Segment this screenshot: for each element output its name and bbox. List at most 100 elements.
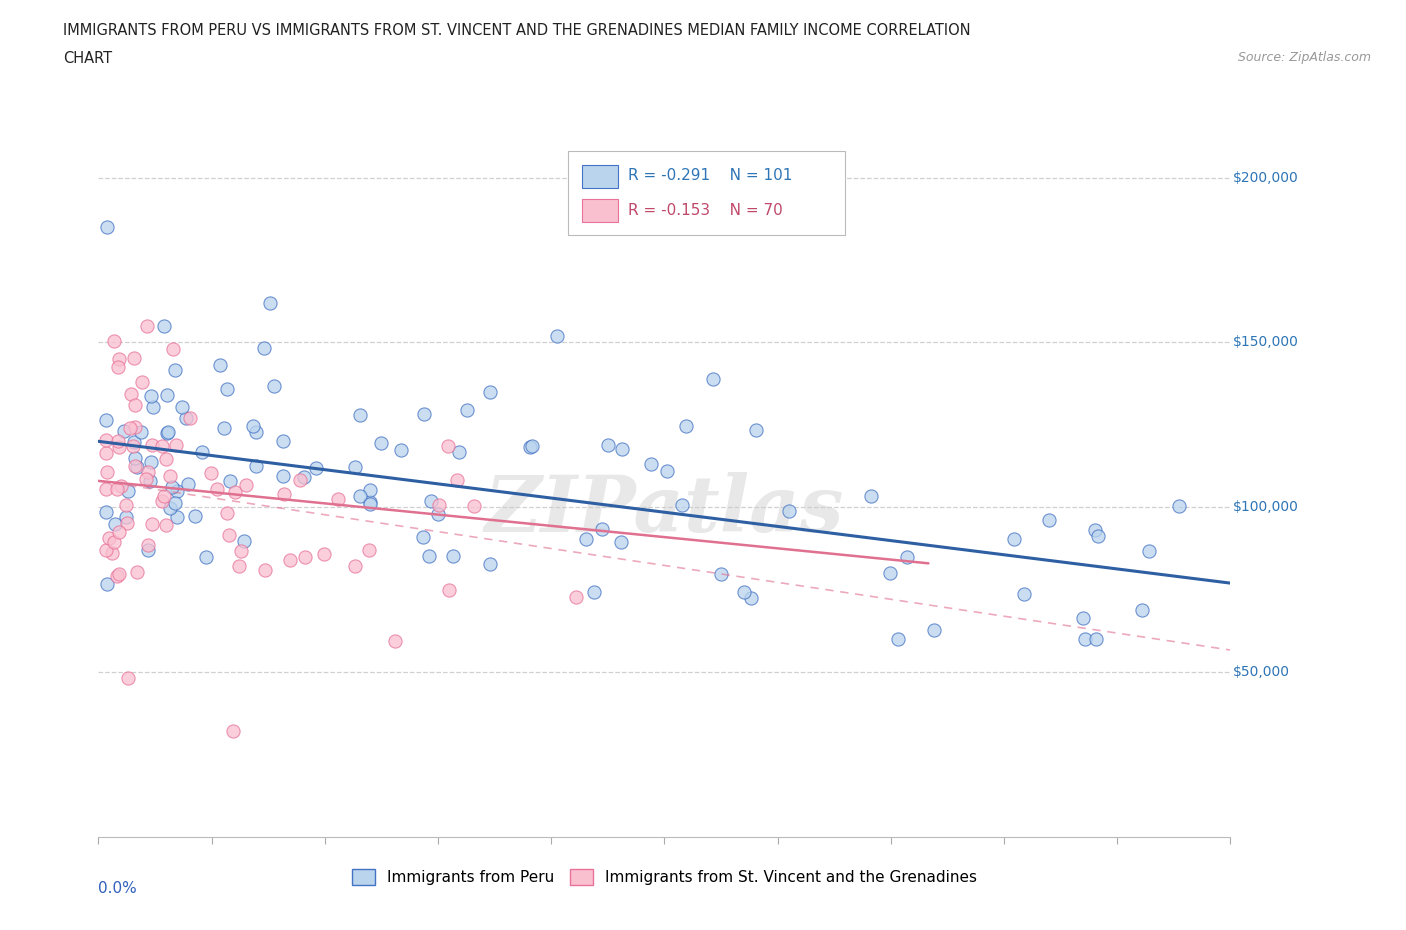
Point	[122, 438, 145, 453]
Point	[117, 484, 139, 498]
Text: 0.0%: 0.0%	[98, 881, 138, 896]
Point	[349, 408, 371, 423]
Point	[96, 577, 118, 591]
Point	[922, 623, 945, 638]
Point	[114, 510, 136, 525]
Point	[520, 438, 543, 453]
Point	[733, 585, 755, 600]
Point	[271, 434, 294, 449]
Point	[97, 530, 120, 545]
Text: IMMIGRANTS FROM PERU VS IMMIGRANTS FROM ST. VINCENT AND THE GRENADINES MEDIAN FA: IMMIGRANTS FROM PERU VS IMMIGRANTS FROM …	[63, 23, 972, 38]
Point	[235, 478, 257, 493]
Point	[120, 387, 142, 402]
Point	[150, 438, 173, 453]
Point	[463, 498, 485, 513]
Point	[312, 547, 335, 562]
Point	[259, 296, 281, 311]
Point	[94, 542, 117, 557]
Point	[135, 318, 157, 333]
Point	[155, 452, 177, 467]
Point	[135, 472, 157, 486]
Point	[1012, 587, 1035, 602]
Point	[141, 516, 163, 531]
Point	[413, 406, 436, 421]
Point	[294, 550, 316, 565]
Point	[253, 341, 276, 356]
Point	[200, 466, 222, 481]
Point	[172, 399, 194, 414]
Point	[159, 469, 181, 484]
Point	[359, 495, 381, 510]
Text: $150,000: $150,000	[1233, 336, 1298, 350]
Point	[142, 399, 165, 414]
Point	[1038, 512, 1060, 527]
Point	[426, 506, 449, 521]
Point	[740, 591, 762, 605]
Point	[124, 451, 146, 466]
Point	[292, 470, 315, 485]
Point	[183, 509, 205, 524]
Point	[139, 454, 162, 469]
Point	[389, 443, 412, 458]
Point	[418, 549, 440, 564]
Legend: Immigrants from Peru, Immigrants from St. Vincent and the Grenadines: Immigrants from Peru, Immigrants from St…	[346, 863, 983, 891]
Point	[165, 437, 187, 452]
Point	[94, 412, 117, 427]
Point	[163, 495, 186, 510]
Point	[745, 422, 768, 437]
Point	[129, 425, 152, 440]
Point	[1084, 631, 1107, 646]
Point	[117, 671, 139, 685]
Point	[446, 472, 468, 487]
Text: R = -0.291    N = 101: R = -0.291 N = 101	[628, 168, 793, 183]
Point	[103, 535, 125, 550]
Point	[139, 389, 162, 404]
Point	[212, 420, 235, 435]
Text: R = -0.153    N = 70: R = -0.153 N = 70	[628, 203, 783, 218]
Point	[357, 542, 380, 557]
Point	[778, 503, 800, 518]
Point	[122, 434, 145, 449]
Text: $50,000: $50,000	[1233, 665, 1289, 679]
Point	[437, 438, 460, 453]
Point	[859, 488, 882, 503]
Point	[437, 582, 460, 597]
Point	[671, 498, 693, 512]
Point	[610, 534, 633, 549]
Point	[118, 420, 141, 435]
Point	[94, 505, 117, 520]
Point	[174, 411, 197, 426]
Point	[207, 482, 229, 497]
Text: Source: ZipAtlas.com: Source: ZipAtlas.com	[1237, 51, 1371, 64]
Point	[879, 565, 901, 580]
Point	[124, 398, 146, 413]
Point	[191, 445, 214, 459]
Point	[217, 381, 239, 396]
Point	[478, 385, 501, 400]
Point	[1087, 528, 1109, 543]
Point	[136, 538, 159, 552]
Point	[479, 557, 502, 572]
Point	[896, 550, 918, 565]
Point	[359, 496, 381, 511]
Point	[326, 491, 349, 506]
Point	[610, 442, 633, 457]
Point	[125, 459, 148, 474]
Point	[640, 457, 662, 472]
Point	[115, 516, 138, 531]
Point	[232, 534, 254, 549]
Point	[546, 329, 568, 344]
Point	[152, 318, 174, 333]
Point	[218, 527, 240, 542]
Point	[139, 473, 162, 488]
Point	[94, 445, 117, 460]
Point	[112, 424, 135, 439]
Point	[1130, 603, 1153, 618]
Point	[370, 435, 392, 450]
Bar	[582, 199, 617, 222]
Point	[245, 425, 267, 440]
Point	[156, 387, 179, 402]
Point	[886, 631, 908, 646]
Point	[162, 341, 184, 356]
Point	[359, 483, 381, 498]
